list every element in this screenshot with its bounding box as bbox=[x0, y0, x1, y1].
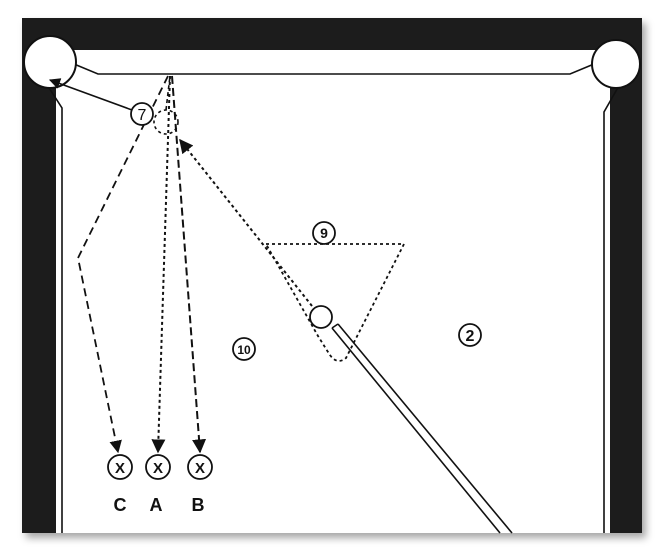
pocket-top-right bbox=[591, 39, 641, 89]
cushion-right bbox=[603, 83, 621, 533]
target-b-mark: X bbox=[195, 460, 205, 477]
table-frame bbox=[22, 18, 642, 533]
path-cue-to-ghost bbox=[179, 138, 313, 307]
target-c-mark: X bbox=[115, 460, 125, 477]
path-a bbox=[151, 75, 171, 454]
cue-ball bbox=[309, 305, 333, 329]
target-c: X C bbox=[107, 454, 133, 515]
path-9-region bbox=[264, 243, 406, 362]
ball-7-label: 7 bbox=[138, 107, 147, 124]
target-c-label: C bbox=[114, 495, 127, 515]
target-b-label: B bbox=[192, 495, 205, 515]
target-a-label: A bbox=[150, 495, 163, 515]
table-cloth bbox=[56, 50, 610, 533]
cushion-left bbox=[43, 79, 63, 533]
ball-2: 2 bbox=[458, 323, 482, 347]
path-c bbox=[77, 75, 169, 454]
ball-9-label: 9 bbox=[320, 225, 328, 241]
target-a: X A bbox=[145, 454, 171, 515]
path-7-to-pocket bbox=[48, 78, 133, 111]
cushion-line bbox=[73, 63, 595, 75]
ball-10: 10 bbox=[232, 337, 256, 361]
ball-9: 9 bbox=[312, 221, 336, 245]
path-ghost-to-rail bbox=[165, 75, 171, 111]
ball-10-label: 10 bbox=[237, 343, 251, 357]
ball-2-label: 2 bbox=[466, 328, 475, 345]
path-b bbox=[171, 75, 207, 454]
target-b: X B bbox=[187, 454, 213, 515]
ball-7: 7 bbox=[130, 102, 154, 126]
target-a-mark: X bbox=[153, 460, 163, 477]
cue-stick bbox=[331, 323, 513, 534]
